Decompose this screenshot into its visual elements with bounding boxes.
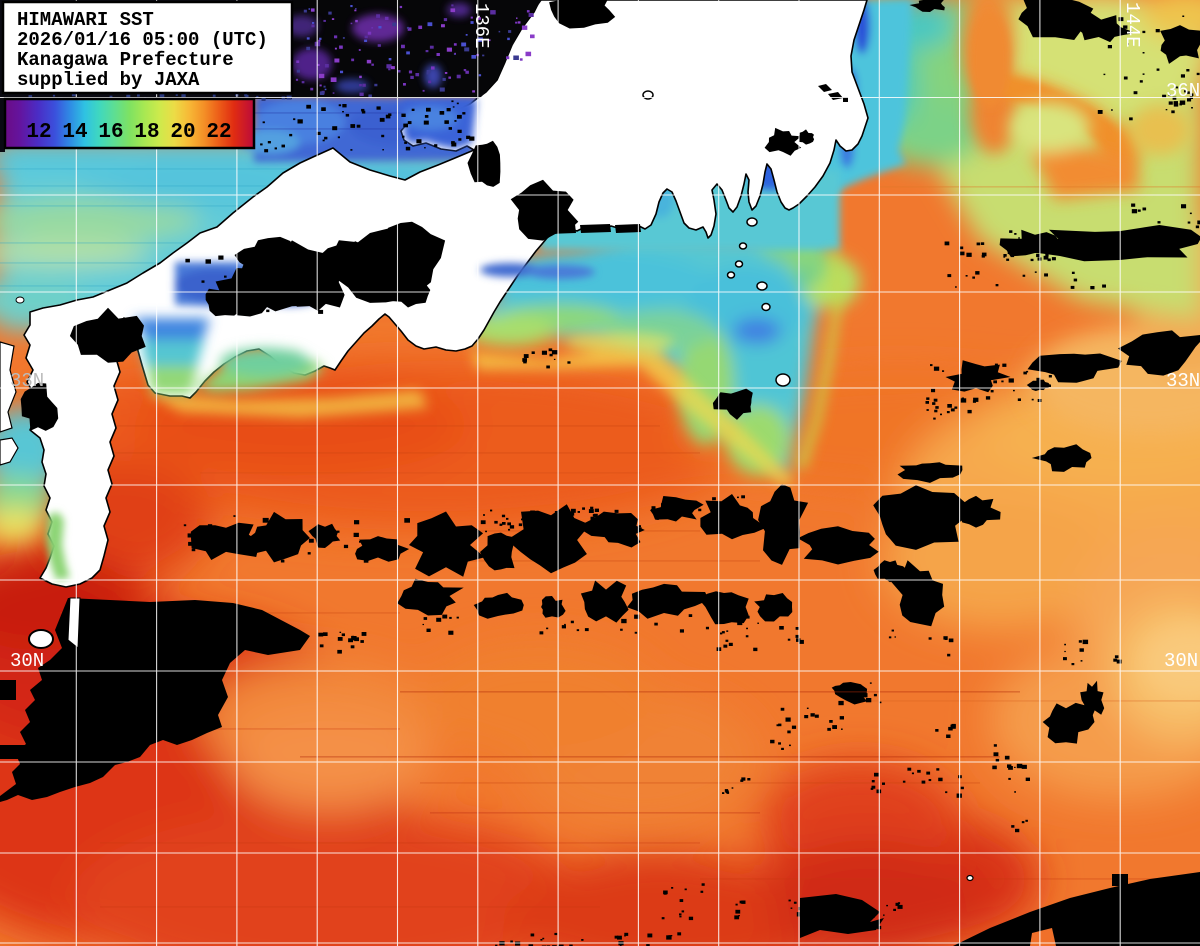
svg-text:136E: 136E	[470, 3, 492, 49]
svg-text:Kanagawa Prefecture: Kanagawa Prefecture	[17, 49, 234, 71]
svg-text:HIMAWARI SST: HIMAWARI SST	[17, 9, 154, 31]
svg-text:22: 22	[206, 121, 231, 144]
svg-text:16: 16	[98, 121, 123, 144]
svg-text:18: 18	[134, 121, 159, 144]
svg-text:33N: 33N	[1166, 370, 1200, 392]
svg-text:33N: 33N	[10, 370, 44, 392]
svg-text:30N: 30N	[1164, 650, 1198, 672]
svg-text:supplied by JAXA: supplied by JAXA	[17, 69, 200, 91]
svg-text:2026/01/16 05:00 (UTC): 2026/01/16 05:00 (UTC)	[17, 29, 268, 51]
svg-text:36N: 36N	[1166, 80, 1200, 102]
svg-text:14: 14	[62, 121, 87, 144]
svg-text:20: 20	[170, 121, 195, 144]
svg-text:30N: 30N	[10, 650, 44, 672]
svg-text:12: 12	[26, 121, 51, 144]
svg-text:144E: 144E	[1121, 2, 1143, 48]
